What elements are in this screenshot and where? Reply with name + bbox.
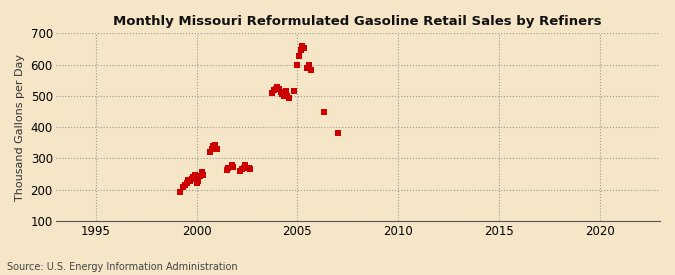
Point	[296, 47, 306, 52]
Point	[207, 147, 217, 151]
Point	[194, 173, 205, 178]
Point	[196, 170, 207, 175]
Point	[240, 163, 251, 167]
Point	[188, 175, 198, 179]
Point	[235, 169, 246, 174]
Point	[288, 89, 299, 93]
Point	[319, 110, 329, 114]
Point	[302, 66, 313, 70]
Point	[175, 190, 186, 194]
Text: Source: U.S. Energy Information Administration: Source: U.S. Energy Information Administ…	[7, 262, 238, 272]
Point	[238, 166, 249, 170]
Point	[191, 181, 202, 186]
Point	[284, 96, 294, 101]
Point	[181, 180, 192, 185]
Point	[184, 179, 195, 183]
Point	[180, 183, 190, 187]
Point	[273, 87, 284, 91]
Point	[292, 62, 303, 67]
Point	[227, 163, 238, 167]
Point	[332, 131, 343, 136]
Point	[275, 90, 286, 94]
Point	[280, 89, 291, 93]
Point	[294, 54, 304, 58]
Point	[279, 94, 290, 98]
Point	[245, 167, 256, 172]
Point	[228, 165, 239, 169]
Point	[183, 178, 194, 182]
Point	[298, 46, 309, 51]
Point	[304, 63, 315, 67]
Point	[282, 94, 293, 99]
Point	[243, 166, 254, 170]
Point	[208, 144, 219, 149]
Point	[186, 177, 197, 181]
Point	[223, 166, 234, 170]
Point	[198, 172, 209, 177]
Point	[306, 68, 317, 72]
Point	[190, 172, 200, 177]
Point	[270, 87, 281, 91]
Point	[236, 167, 247, 172]
Point	[210, 143, 221, 147]
Point	[277, 92, 288, 97]
Point	[221, 168, 232, 172]
Point	[269, 88, 279, 92]
Point	[211, 147, 222, 151]
Y-axis label: Thousand Gallons per Day: Thousand Gallons per Day	[15, 54, 25, 200]
Point	[193, 179, 204, 183]
Point	[205, 150, 215, 154]
Point	[267, 90, 277, 95]
Point	[297, 44, 308, 49]
Point	[272, 85, 283, 89]
Title: Monthly Missouri Reformulated Gasoline Retail Sales by Refiners: Monthly Missouri Reformulated Gasoline R…	[113, 15, 602, 28]
Point	[178, 185, 188, 189]
